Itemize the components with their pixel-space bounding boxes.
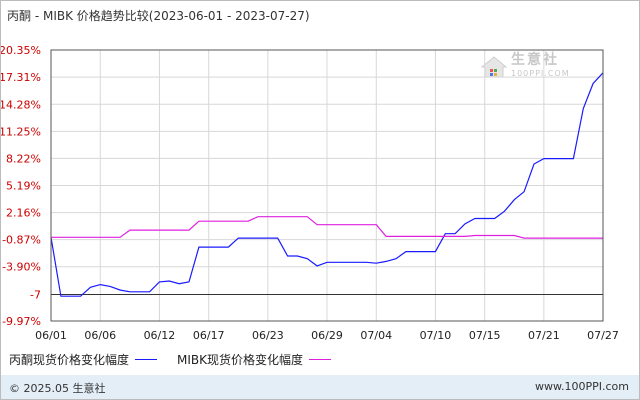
- y-tick-label: -7: [30, 288, 41, 301]
- footer-copyright: © 2025.05 生意社: [9, 382, 106, 395]
- chart-title: 丙酮 - MIBK 价格趋势比较(2023-06-01 - 2023-07-27…: [7, 9, 310, 23]
- x-tick-label: 06/29: [311, 329, 343, 342]
- x-tick-label: 06/17: [193, 329, 225, 342]
- y-tick-label: -0.87%: [2, 234, 41, 247]
- legend-swatch-acetone: [135, 359, 158, 360]
- x-tick-label: 07/27: [587, 329, 619, 342]
- legend-label-mibk: MIBK现货价格变化幅度: [177, 353, 304, 367]
- series-line-acetone: [50, 72, 604, 297]
- series-lines: [50, 72, 604, 297]
- legend-item-mibk: MIBK现货价格变化幅度: [177, 351, 332, 368]
- y-axis-ticks: 20.35% 17.31% 14.28% 11.25% 8.22% 5.19% 2.16% -…: [1, 44, 41, 328]
- watermark-url: 100PPI.COM: [511, 69, 570, 78]
- y-tick-label: -3.90%: [2, 261, 41, 274]
- y-tick-label: 17.31%: [1, 71, 41, 84]
- y-tick-label: 20.35%: [1, 44, 41, 57]
- legend-item-acetone: 丙酮现货价格变化幅度: [9, 351, 158, 368]
- y-tick-label: 8.22%: [6, 152, 41, 165]
- x-tick-label: 07/15: [469, 329, 501, 342]
- footer-url: www.100PPI.com: [535, 380, 629, 393]
- x-tick-label: 06/01: [35, 329, 67, 342]
- y-tick-label: 5.19%: [6, 180, 41, 193]
- x-tick-label: 07/10: [420, 329, 452, 342]
- x-axis-ticks: 06/01 06/06 06/12 06/17 06/23 06/29 07/04 07/10…: [35, 329, 619, 342]
- y-tick-label: 14.28%: [1, 98, 41, 111]
- line-chart: 20.35% 17.31% 14.28% 11.25% 8.22% 5.19% 2.16% -…: [1, 44, 619, 342]
- y-tick-label: -9.97%: [2, 315, 41, 328]
- legend: 丙酮现货价格变化幅度 MIBK现货价格变化幅度: [9, 351, 351, 368]
- x-tick-label: 07/04: [360, 329, 392, 342]
- footer-bar: © 2025.05 生意社 www.100PPI.com: [1, 375, 639, 399]
- plot-border: [50, 49, 604, 322]
- y-tick-label: 2.16%: [6, 207, 41, 220]
- x-tick-label: 07/21: [528, 329, 560, 342]
- watermark-logo: 生意社 100PPI.COM: [481, 53, 570, 81]
- x-tick-label: 06/12: [144, 329, 176, 342]
- axes-frame: [50, 49, 604, 322]
- x-tick-label: 06/06: [84, 329, 116, 342]
- y-tick-label: 11.25%: [1, 125, 41, 138]
- legend-label-acetone: 丙酮现货价格变化幅度: [9, 353, 130, 367]
- series-line-mibk: [51, 216, 603, 239]
- grid-lines: [50, 49, 604, 322]
- house-logo-icon: [481, 56, 507, 78]
- watermark-name: 生意社: [511, 52, 559, 68]
- x-tick-label: 06/23: [252, 329, 284, 342]
- legend-swatch-mibk: [309, 359, 332, 360]
